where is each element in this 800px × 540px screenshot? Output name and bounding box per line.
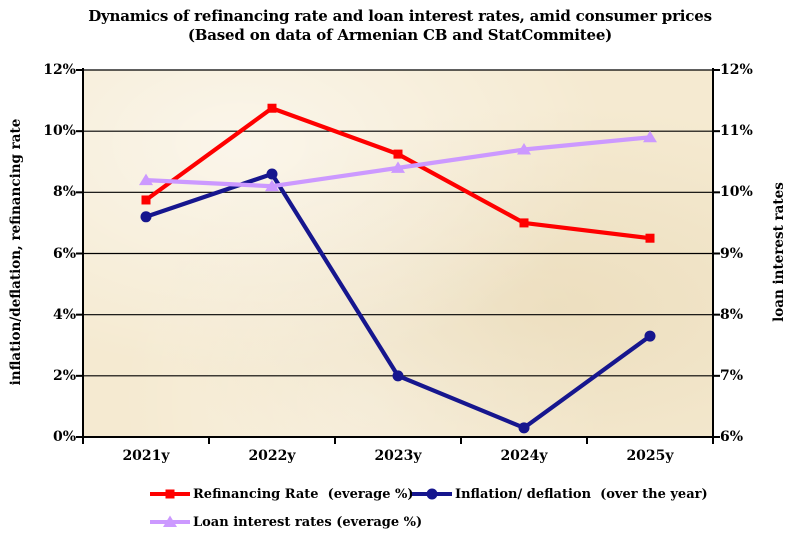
x-axis-tick-label: 2022y — [248, 448, 296, 464]
left-axis-tick-label: 8% — [52, 184, 76, 201]
left-axis-tick-label: 4% — [52, 306, 76, 323]
right-axis-tick-label: 12% — [720, 62, 753, 78]
legend-label: Refinancing Rate (everage %) — [193, 486, 414, 502]
x-axis-tick-label: 2025y — [626, 448, 674, 464]
x-axis-tick-label: 2021y — [122, 448, 170, 464]
loan-interest-rates-line-icon — [150, 515, 190, 529]
x-axis-tick-label: 2024y — [500, 448, 548, 464]
right-axis-tick-label: 10% — [720, 184, 753, 201]
legend-item-inflation-deflation: Inflation/ deflation (over the year) — [412, 486, 708, 502]
x-axis-tick-label: 2023y — [374, 448, 422, 464]
chart-title-line2: (Based on data of Armenian CB and StatCo… — [187, 26, 613, 44]
right-axis-tick-label: 7% — [720, 367, 744, 384]
right-axis-tick-label: 8% — [720, 306, 744, 323]
left-axis-tick-label: 12% — [43, 62, 76, 78]
right-axis-tick-label: 9% — [720, 245, 744, 262]
refinancing-rate-line-icon — [150, 487, 190, 501]
left-axis-title: inflation/deflation, refinancing rate — [8, 118, 24, 386]
right-axis-tick-label: 11% — [720, 123, 753, 140]
inflation-deflation-line-icon — [412, 487, 452, 501]
left-axis-tick-label: 10% — [43, 123, 76, 140]
legend-label: Inflation/ deflation (over the year) — [455, 486, 708, 502]
left-axis-tick-label: 2% — [52, 367, 76, 384]
right-axis-title: loan interest rates — [771, 182, 787, 322]
legend-item-refinancing-rate: Refinancing Rate (everage %) — [150, 486, 414, 502]
legend-label: Loan interest rates (everage %) — [193, 514, 423, 530]
left-axis-tick-label: 0% — [52, 429, 76, 445]
right-axis-tick-label: 6% — [720, 429, 744, 445]
chart-title: Dynamics of refinancing rate and loan in… — [0, 7, 800, 45]
chart-title-line1: Dynamics of refinancing rate and loan in… — [88, 7, 712, 25]
legend-item-loan-interest-rates: Loan interest rates (everage %) — [150, 514, 422, 530]
left-axis-tick-label: 6% — [52, 245, 76, 262]
